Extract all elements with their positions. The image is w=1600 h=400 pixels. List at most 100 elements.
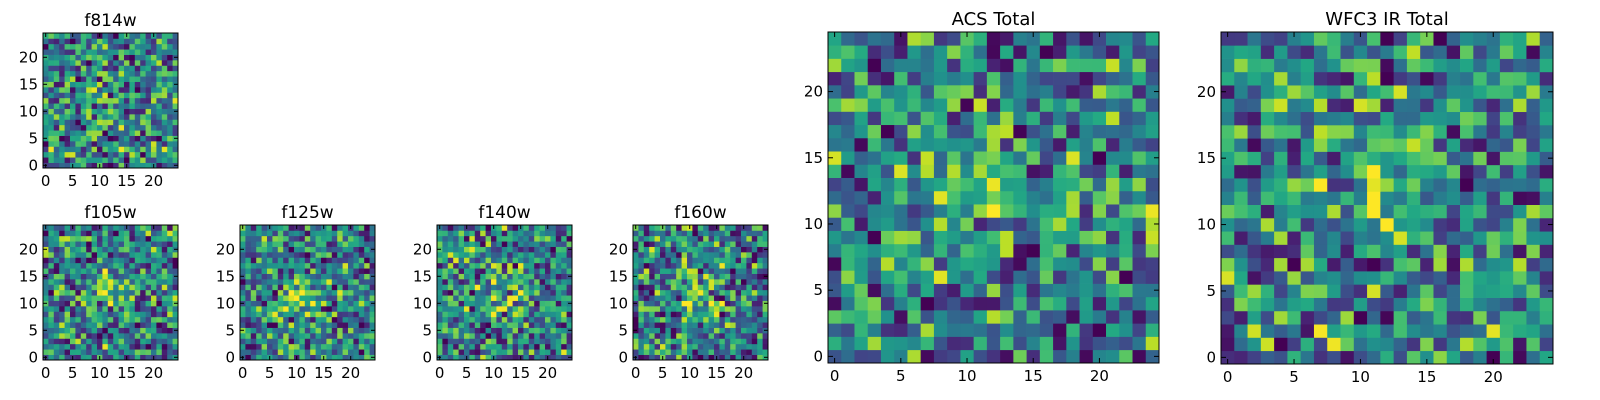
heatmap-cell bbox=[172, 257, 179, 264]
heatmap-cell bbox=[172, 119, 179, 126]
heatmap-cell bbox=[1053, 190, 1067, 205]
heatmap-cell bbox=[151, 130, 157, 136]
heatmap-cell bbox=[129, 257, 136, 264]
heatmap-cell bbox=[43, 311, 49, 318]
heatmap-cell bbox=[1274, 45, 1288, 59]
heatmap-cell bbox=[129, 33, 136, 39]
heatmap-cell bbox=[880, 296, 895, 311]
heatmap-cell bbox=[730, 333, 736, 339]
heatmap-cell bbox=[129, 135, 136, 142]
heatmap-cell bbox=[277, 354, 284, 361]
heatmap-cell bbox=[545, 327, 551, 334]
heatmap-cell bbox=[1039, 204, 1054, 218]
heatmap-cell bbox=[1446, 257, 1461, 272]
heatmap-cell bbox=[113, 225, 119, 231]
heatmap-cell bbox=[113, 349, 119, 355]
heatmap-cell bbox=[528, 235, 535, 242]
heatmap-cell bbox=[841, 98, 855, 112]
heatmap-cell bbox=[240, 279, 246, 285]
heatmap-cell bbox=[1473, 284, 1487, 298]
heatmap-cell bbox=[1460, 98, 1474, 113]
heatmap-cell bbox=[129, 300, 136, 307]
heatmap-cell bbox=[539, 343, 546, 350]
heatmap-cell bbox=[64, 327, 71, 334]
heatmap-cell bbox=[75, 295, 82, 301]
heatmap-cell bbox=[1499, 337, 1514, 352]
heatmap-cell bbox=[920, 257, 935, 271]
heatmap-cell bbox=[43, 322, 49, 328]
heatmap-cell bbox=[1513, 138, 1527, 152]
heatmap-cell bbox=[545, 316, 551, 323]
heatmap-cell bbox=[53, 60, 60, 66]
heatmap-cell bbox=[464, 246, 470, 253]
heatmap-cell bbox=[145, 354, 152, 361]
heatmap-cell bbox=[697, 257, 704, 264]
heatmap-cell bbox=[523, 338, 530, 345]
heatmap-cell bbox=[1053, 243, 1067, 258]
heatmap-cell bbox=[1079, 190, 1094, 205]
heatmap-cell bbox=[64, 130, 71, 136]
heatmap-cell bbox=[151, 327, 157, 334]
heatmap-cell bbox=[102, 241, 109, 247]
heatmap-cell bbox=[1526, 257, 1541, 272]
heatmap-cell bbox=[730, 289, 736, 296]
heatmap-cell bbox=[555, 257, 562, 264]
heatmap-cell bbox=[288, 279, 295, 285]
heatmap-cell bbox=[118, 103, 125, 109]
heatmap-cell bbox=[145, 151, 152, 158]
heatmap-cell bbox=[1300, 310, 1315, 325]
heatmap-cell bbox=[129, 252, 136, 258]
heatmap-cell bbox=[741, 262, 747, 269]
heatmap-cell bbox=[960, 283, 974, 298]
heatmap-cell bbox=[102, 235, 109, 242]
heatmap-cell bbox=[59, 235, 65, 242]
heatmap-cell bbox=[1300, 138, 1315, 152]
heatmap-cell bbox=[708, 262, 715, 269]
heatmap-cell bbox=[1499, 98, 1514, 113]
heatmap-cell bbox=[1106, 84, 1120, 99]
heatmap-cell bbox=[1380, 350, 1394, 365]
heatmap-cell bbox=[1393, 244, 1408, 259]
heatmap-cell bbox=[496, 257, 503, 264]
heatmap-cell bbox=[64, 306, 71, 312]
heatmap-cell bbox=[676, 279, 682, 285]
heatmap-cell bbox=[643, 311, 650, 318]
heatmap-cell bbox=[1300, 284, 1315, 298]
heatmap-cell bbox=[480, 316, 486, 323]
heatmap-cell bbox=[474, 349, 481, 355]
heatmap-cell bbox=[1300, 191, 1315, 205]
heatmap-cell bbox=[304, 316, 311, 323]
heatmap-cell bbox=[53, 235, 60, 242]
heatmap-cell bbox=[256, 279, 262, 285]
heatmap-cell bbox=[240, 262, 246, 269]
heatmap-cell bbox=[124, 54, 130, 61]
heatmap-cell bbox=[75, 162, 82, 169]
heatmap-cell bbox=[512, 295, 519, 301]
heatmap-cell bbox=[933, 310, 948, 324]
heatmap-cell bbox=[1420, 217, 1434, 232]
heatmap-cell bbox=[369, 343, 376, 350]
heatmap-cell bbox=[1000, 111, 1014, 126]
heatmap-cell bbox=[245, 246, 252, 253]
heatmap-cell bbox=[1000, 323, 1014, 337]
heatmap-cell bbox=[358, 311, 365, 318]
x-tick-label: 0 bbox=[830, 367, 840, 385]
heatmap-cell bbox=[1460, 350, 1474, 365]
heatmap-cell bbox=[1513, 244, 1527, 259]
heatmap-cell bbox=[86, 103, 92, 109]
heatmap-cell bbox=[1274, 58, 1288, 73]
heatmap-cell bbox=[1066, 84, 1080, 99]
heatmap-cell bbox=[1353, 297, 1368, 312]
heatmap-cell bbox=[358, 327, 365, 334]
heatmap-cell bbox=[437, 262, 443, 269]
heatmap-cell bbox=[277, 300, 284, 307]
heatmap-cell bbox=[638, 284, 645, 291]
heatmap-cell bbox=[947, 45, 961, 59]
heatmap-cell bbox=[1473, 111, 1487, 126]
heatmap-cell bbox=[134, 257, 141, 264]
heatmap-cell bbox=[129, 225, 136, 231]
heatmap-cell bbox=[1066, 151, 1080, 165]
heatmap-cell bbox=[1460, 85, 1474, 99]
heatmap-cell bbox=[140, 103, 146, 109]
